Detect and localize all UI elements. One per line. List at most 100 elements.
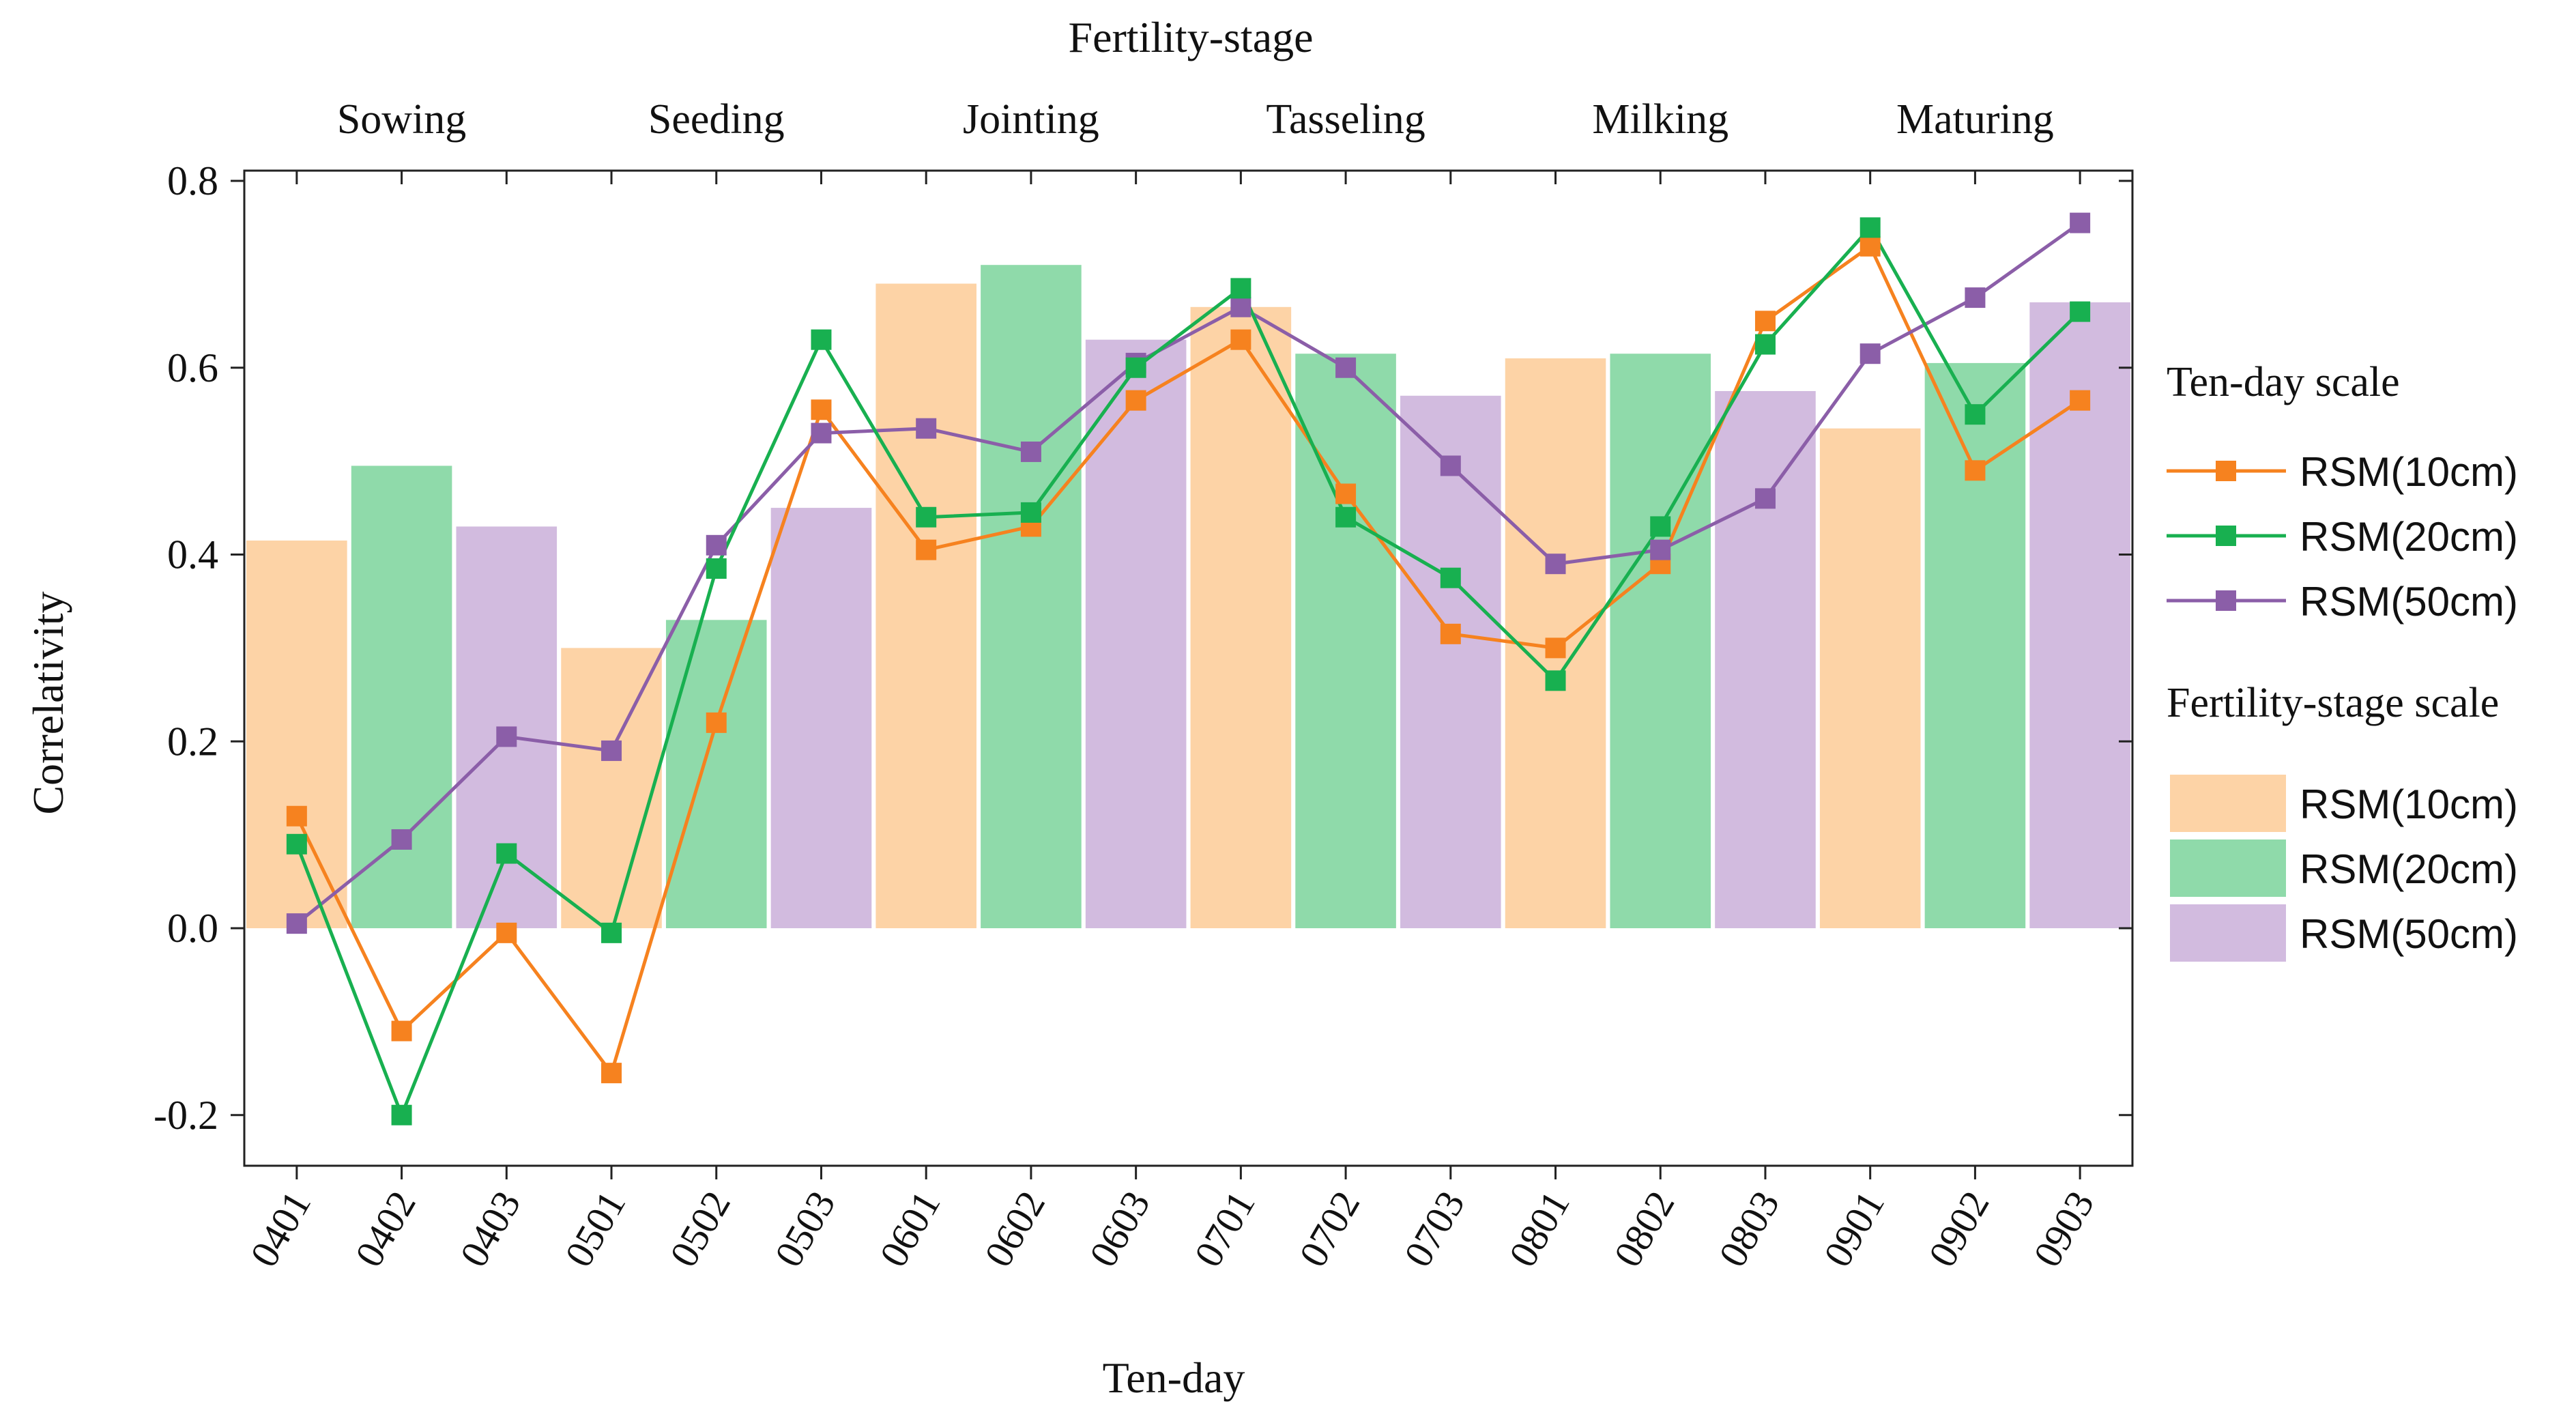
line-rsm10 <box>295 244 2081 1075</box>
point-rsm50-0501 <box>601 740 622 761</box>
legend-marker-rsm50 <box>2216 590 2236 611</box>
x-tick-label: 0701 <box>1185 1183 1263 1274</box>
bar-tasseling-rsm20 <box>1295 354 1396 928</box>
x-tick-label: 0801 <box>1500 1183 1578 1274</box>
point-rsm20-0902 <box>1965 404 1986 425</box>
stage-label-seeding: Seeding <box>648 96 785 143</box>
x-tick-label: 0401 <box>242 1183 319 1274</box>
point-rsm50-0702 <box>1335 357 1357 378</box>
stage-label-maturing: Maturing <box>1896 96 2054 143</box>
point-rsm50-0401 <box>286 913 307 934</box>
bar-milking-rsm20 <box>1610 354 1711 928</box>
bar-sowing-rsm10 <box>246 540 347 928</box>
x-tick-label: 0803 <box>1710 1183 1788 1274</box>
legend-label-bar-rsm50: RSM(50cm) <box>2300 911 2518 957</box>
x-tick-label: 0703 <box>1395 1183 1473 1274</box>
point-rsm20-0801 <box>1545 670 1566 691</box>
legend-label-line-rsm50: RSM(50cm) <box>2300 579 2518 625</box>
point-rsm50-0903 <box>2070 212 2091 233</box>
point-rsm50-0902 <box>1965 287 1986 308</box>
point-rsm50-0803 <box>1754 488 1776 509</box>
bar-seeding-rsm20 <box>665 620 767 928</box>
point-rsm20-0501 <box>601 922 622 943</box>
point-rsm20-0703 <box>1440 567 1461 588</box>
y-axis-title: Correlativity <box>24 591 72 814</box>
point-rsm50-0502 <box>706 534 727 556</box>
labels-layer: Fertility-stage Ten-day Correlativity Te… <box>24 13 2499 1402</box>
point-rsm50-0602 <box>1020 441 1041 462</box>
point-rsm20-0502 <box>706 558 727 579</box>
legend-marker-rsm20 <box>2216 526 2236 546</box>
point-rsm20-0402 <box>391 1104 412 1125</box>
x-tick-label: 0502 <box>661 1183 739 1274</box>
point-rsm10-0603 <box>1125 390 1146 411</box>
legend: RSM(10cm) RSM(20cm) RSM(50cm) RSM(10cm) RSM(… <box>2167 449 2518 962</box>
y-tick-label: 0.6 <box>167 345 218 390</box>
point-rsm20-0602 <box>1020 502 1041 523</box>
y-tick-label: 0.4 <box>167 532 218 577</box>
y-tick-label: -0.2 <box>154 1093 218 1138</box>
point-rsm50-0403 <box>496 726 517 747</box>
x-tick-label: 0901 <box>1815 1183 1893 1274</box>
point-rsm20-0403 <box>496 843 517 864</box>
x-tick-label: 0501 <box>556 1183 634 1274</box>
y-tick-label: 0.8 <box>167 158 218 203</box>
bar-milking-rsm50 <box>1715 390 1816 928</box>
top-axis-title: Fertility-stage <box>1068 13 1313 61</box>
x-tick-label: 0802 <box>1605 1183 1683 1274</box>
point-rsm10-0703 <box>1440 623 1461 644</box>
bar-jointing-rsm20 <box>981 265 1082 928</box>
point-rsm50-0601 <box>916 418 937 439</box>
legend-label-bar-rsm20: RSM(20cm) <box>2300 846 2518 892</box>
lines-layer <box>286 212 2091 1125</box>
stage-label-milking: Milking <box>1592 96 1728 143</box>
legend-swatch-rsm50 <box>2170 904 2286 962</box>
legend-swatch-rsm20 <box>2170 839 2286 897</box>
point-rsm10-0401 <box>286 805 307 827</box>
legend-label-bar-rsm10: RSM(10cm) <box>2300 781 2518 827</box>
bars-layer <box>246 265 2130 928</box>
point-rsm50-0503 <box>811 422 832 444</box>
x-tick-label: 0702 <box>1290 1183 1368 1274</box>
x-tick-label: 0402 <box>347 1183 424 1274</box>
point-rsm10-0403 <box>496 922 517 943</box>
x-axis-title: Ten-day <box>1103 1353 1245 1402</box>
point-rsm20-0702 <box>1335 506 1357 528</box>
legend-marker-rsm10 <box>2216 461 2236 481</box>
x-tick-label: 0603 <box>1081 1183 1159 1274</box>
x-tick-label: 0601 <box>871 1183 949 1274</box>
point-rsm10-0902 <box>1965 460 1986 481</box>
bar-maturing-rsm20 <box>1924 362 2026 928</box>
x-tick-label: 0903 <box>2025 1183 2102 1274</box>
point-rsm20-0401 <box>286 833 307 855</box>
bar-jointing-rsm50 <box>1085 339 1187 928</box>
legend-stage-title: Fertility-stage scale <box>2167 680 2499 726</box>
stage-label-jointing: Jointing <box>963 96 1099 143</box>
y-tick-label: 0.0 <box>167 906 218 951</box>
bar-seeding-rsm50 <box>770 508 872 928</box>
point-rsm20-0503 <box>811 329 832 350</box>
point-rsm50-0402 <box>391 829 412 850</box>
point-rsm10-0503 <box>811 399 832 420</box>
point-rsm10-0502 <box>706 712 727 733</box>
point-rsm10-0903 <box>2070 390 2091 411</box>
x-tick-label: 0403 <box>451 1183 529 1274</box>
point-rsm20-0603 <box>1125 357 1146 378</box>
point-rsm50-0701 <box>1230 296 1251 317</box>
legend-swatch-rsm10 <box>2170 775 2286 832</box>
bar-maturing-rsm10 <box>1819 428 1921 928</box>
y-tick-label: 0.2 <box>167 719 218 764</box>
bar-jointing-rsm10 <box>875 283 976 928</box>
x-tick-label: 0503 <box>766 1183 843 1274</box>
bar-seeding-rsm10 <box>561 648 662 928</box>
point-rsm10-0901 <box>1859 235 1881 257</box>
legend-label-line-rsm10: RSM(10cm) <box>2300 449 2518 495</box>
x-tick-label: 0902 <box>1920 1183 1997 1274</box>
line-rsm20 <box>295 225 2081 1117</box>
point-rsm10-0402 <box>391 1020 412 1042</box>
x-tick-label: 0602 <box>976 1183 1054 1274</box>
bar-sowing-rsm20 <box>351 465 452 928</box>
point-rsm10-0501 <box>601 1063 622 1084</box>
point-rsm10-0702 <box>1335 483 1357 504</box>
